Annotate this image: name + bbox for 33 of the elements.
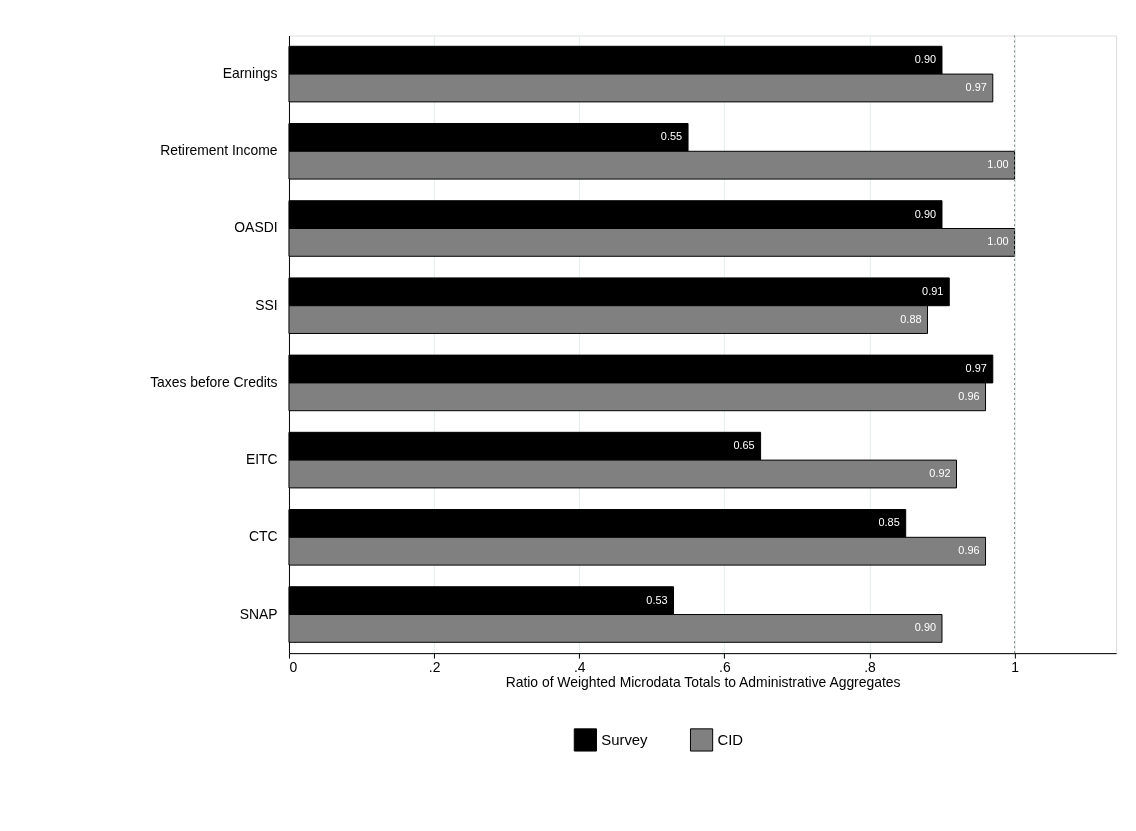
y-tick-label: Taxes before Credits [150,373,278,390]
data-label: 0.97 [965,80,987,93]
y-tick-label: CTC [248,528,278,545]
y-tick-label: Earnings [222,65,278,82]
x-axis-title: Ratio of Weighted Microdata Totals to Administrative Aggregates [505,674,901,691]
data-label: 0.55 [660,130,683,143]
data-label: 0.65 [733,439,755,452]
data-label: 0.96 [958,544,980,557]
data-label: 0.90 [914,621,937,634]
x-tick-label: .8 [864,658,876,675]
y-tick-label: SSI [255,296,278,313]
y-tick-label: Retirement Income [160,142,278,159]
y-tick-label: SNAP [239,605,278,622]
legend-label: Survey [601,731,649,748]
data-label: 0.96 [958,389,980,402]
y-tick-label: EITC [245,451,278,468]
x-tick-label: 1 [1011,658,1020,675]
data-label: 0.90 [914,207,937,220]
data-label: 1.00 [987,158,1009,171]
data-label: 0.97 [965,361,987,374]
x-tick-label: .2 [428,658,441,675]
data-label: 0.92 [929,466,951,479]
data-label: 0.91 [922,284,944,297]
x-tick-label: .6 [719,658,731,675]
data-label: 1.00 [987,235,1009,248]
data-label: 0.88 [900,312,922,325]
x-tick-label: 0 [289,658,298,675]
x-tick-label: .4 [573,658,586,675]
data-label: 0.85 [878,516,900,529]
legend-label: CID [717,731,744,748]
y-tick-label: OASDI [234,219,278,236]
data-label: 0.53 [646,593,668,606]
data-label: 0.90 [914,53,937,66]
